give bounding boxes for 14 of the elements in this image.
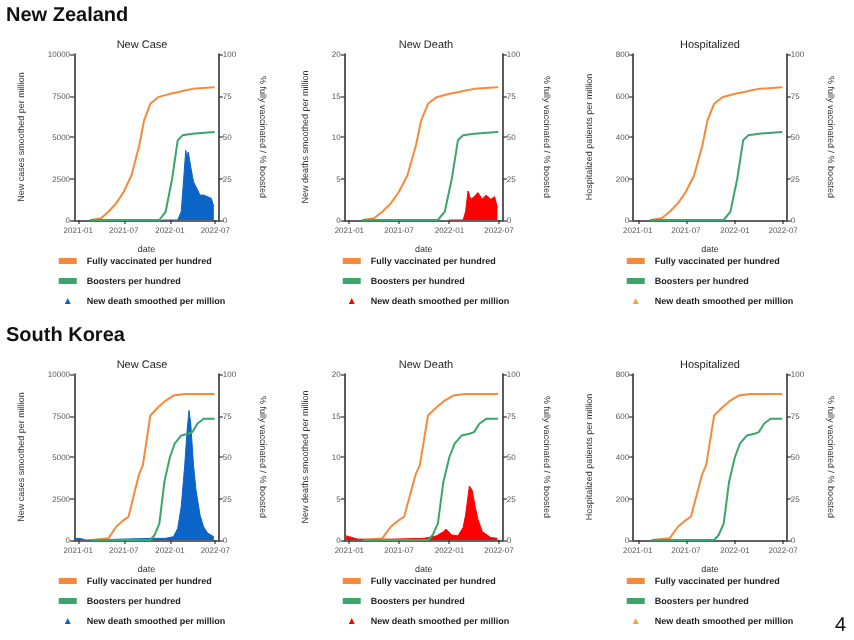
line-series bbox=[91, 392, 215, 541]
line-series bbox=[91, 417, 215, 541]
line-series bbox=[363, 417, 499, 541]
line-series bbox=[362, 86, 499, 221]
line-series bbox=[651, 392, 783, 541]
line-series bbox=[651, 417, 783, 541]
line-series bbox=[650, 86, 783, 221]
text: South Korea bbox=[6, 325, 126, 347]
text: 4 bbox=[834, 615, 847, 637]
line-series bbox=[650, 131, 783, 221]
text: New Zealand bbox=[6, 5, 129, 27]
line-series bbox=[89, 131, 215, 221]
line-series bbox=[89, 86, 215, 221]
line-series bbox=[362, 131, 499, 221]
